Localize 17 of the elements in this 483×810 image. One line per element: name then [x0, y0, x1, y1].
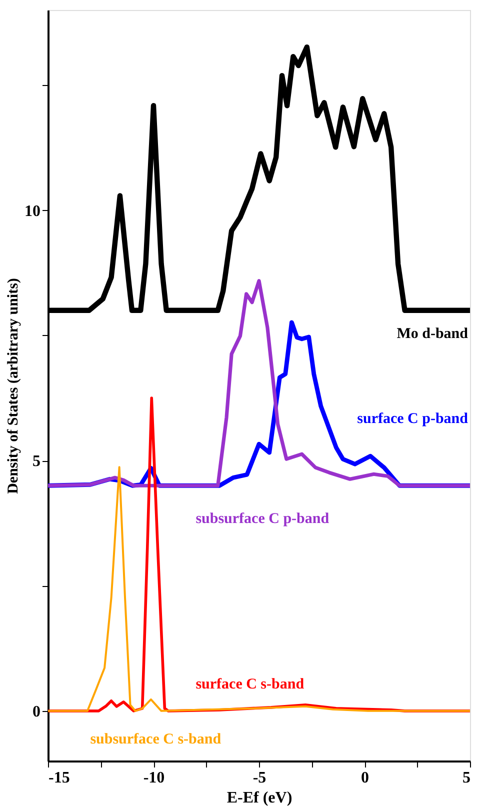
- line-series: [47, 466, 471, 712]
- x-tick-label: -5: [252, 770, 266, 786]
- series-label: subsurface C s-band: [90, 731, 222, 748]
- line-series: [46, 279, 472, 488]
- y-tick-label: 0: [32, 703, 40, 720]
- x-tick-label: 0: [361, 770, 369, 786]
- series-label: surface C s-band: [196, 676, 305, 692]
- y-tick-label: 5: [32, 453, 40, 470]
- y-tick-label: 10: [24, 202, 40, 220]
- series-label: subsurface C p-band: [196, 511, 330, 528]
- x-tick-label: 5: [462, 770, 470, 786]
- x-axis-title: E-Ef (eV): [226, 790, 292, 806]
- series-label: surface C p-band: [357, 411, 469, 428]
- y-axis-title: Density of States (arbitrary units): [6, 278, 22, 494]
- x-tick-label: -15: [48, 770, 70, 786]
- x-tick-label: -10: [143, 770, 165, 786]
- series-label: Mo d-band: [396, 326, 469, 342]
